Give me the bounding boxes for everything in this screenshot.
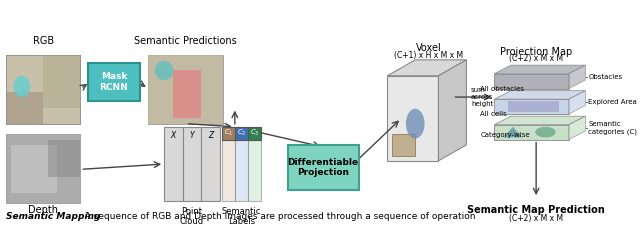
Text: . A sequence of RGB and Depth images are processed through a sequence of operati: . A sequence of RGB and Depth images are…	[79, 213, 475, 222]
Text: Category-wise: Category-wise	[481, 132, 530, 138]
Text: X: X	[171, 131, 176, 140]
Text: $C_1$: $C_1$	[223, 128, 233, 138]
Bar	[173, 70, 202, 118]
Text: $C_3$: $C_3$	[250, 128, 259, 138]
Text: Semantic
categories (C): Semantic categories (C)	[588, 121, 637, 135]
Text: sum
across
height: sum across height	[471, 87, 493, 107]
Text: Differentiable
Projection: Differentiable Projection	[287, 158, 359, 177]
Polygon shape	[494, 74, 569, 88]
FancyBboxPatch shape	[235, 127, 248, 140]
Bar	[48, 140, 81, 177]
Text: All cells: All cells	[481, 111, 507, 117]
FancyBboxPatch shape	[202, 127, 220, 201]
Text: All obstacles: All obstacles	[481, 85, 524, 91]
Text: $C_2$: $C_2$	[237, 128, 246, 138]
FancyBboxPatch shape	[183, 127, 202, 201]
Polygon shape	[387, 60, 467, 76]
Polygon shape	[387, 76, 438, 161]
Polygon shape	[494, 116, 586, 125]
FancyBboxPatch shape	[6, 134, 81, 203]
Bar	[44, 55, 81, 108]
Polygon shape	[569, 116, 586, 140]
Polygon shape	[494, 91, 586, 99]
Polygon shape	[494, 125, 569, 140]
Text: (C+1) x H x M x M: (C+1) x H x M x M	[394, 51, 463, 60]
Text: Point
Cloud: Point Cloud	[180, 207, 204, 226]
Text: (C+2) x M x M: (C+2) x M x M	[509, 214, 563, 223]
FancyBboxPatch shape	[235, 140, 248, 201]
Bar	[11, 145, 57, 193]
Polygon shape	[438, 60, 467, 161]
Text: Depth: Depth	[28, 206, 58, 216]
FancyBboxPatch shape	[248, 140, 261, 201]
Polygon shape	[504, 127, 522, 137]
FancyBboxPatch shape	[88, 63, 140, 101]
Ellipse shape	[535, 127, 556, 137]
FancyBboxPatch shape	[222, 127, 235, 140]
Text: Explored Area: Explored Area	[588, 99, 637, 105]
Text: Semantic Mapping: Semantic Mapping	[6, 213, 100, 222]
Text: Mask
RCNN: Mask RCNN	[100, 73, 128, 92]
Bar	[6, 92, 44, 124]
FancyBboxPatch shape	[248, 127, 261, 140]
FancyBboxPatch shape	[288, 145, 358, 189]
Ellipse shape	[13, 76, 30, 97]
FancyBboxPatch shape	[6, 55, 81, 124]
Polygon shape	[569, 91, 586, 114]
Text: Semantic Predictions: Semantic Predictions	[134, 36, 237, 46]
Polygon shape	[494, 99, 569, 114]
Polygon shape	[569, 65, 586, 88]
FancyBboxPatch shape	[164, 127, 183, 201]
Text: Z: Z	[208, 131, 213, 140]
Bar	[6, 134, 81, 203]
Bar	[392, 134, 415, 155]
Text: Semantic
Labels: Semantic Labels	[221, 207, 261, 226]
Text: Obstacles: Obstacles	[588, 74, 622, 80]
Text: (C+2) x M x M: (C+2) x M x M	[509, 54, 563, 63]
Text: Projection Map: Projection Map	[500, 47, 572, 57]
Bar	[508, 101, 559, 112]
FancyBboxPatch shape	[222, 140, 235, 201]
Ellipse shape	[155, 61, 173, 80]
FancyBboxPatch shape	[6, 55, 81, 124]
Ellipse shape	[406, 109, 424, 139]
FancyBboxPatch shape	[148, 55, 223, 124]
Bar	[148, 55, 223, 124]
Text: Y: Y	[189, 131, 195, 140]
Polygon shape	[494, 65, 586, 74]
Text: RGB: RGB	[33, 36, 54, 46]
Text: Voxel: Voxel	[416, 43, 442, 53]
Text: Semantic Map Prediction: Semantic Map Prediction	[467, 206, 605, 216]
